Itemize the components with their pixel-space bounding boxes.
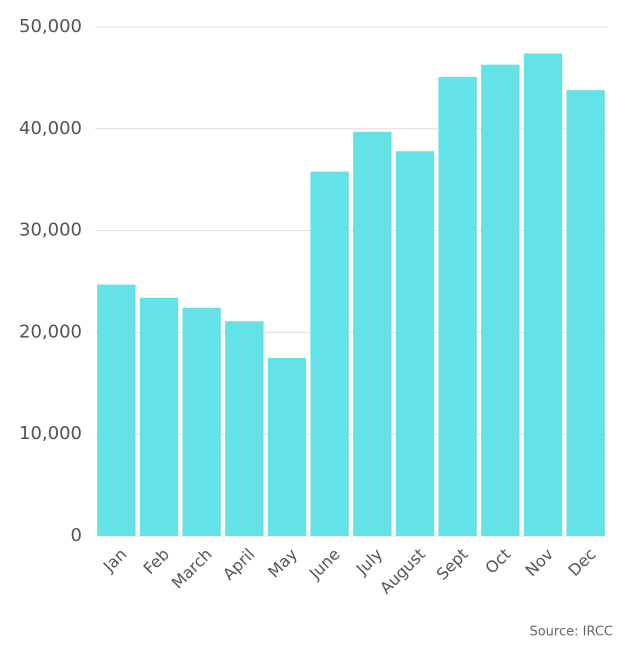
x-tick-label: July bbox=[352, 545, 386, 579]
x-tick-label: Oct bbox=[481, 545, 514, 578]
bar bbox=[225, 321, 264, 536]
x-tick-label: May bbox=[264, 545, 301, 582]
y-tick-label: 40,000 bbox=[19, 118, 82, 139]
x-tick-label: Feb bbox=[140, 545, 173, 578]
y-tick-label: 20,000 bbox=[19, 321, 82, 342]
bar bbox=[267, 357, 307, 536]
x-tick-label: August bbox=[376, 545, 429, 598]
bar bbox=[395, 151, 435, 537]
bar bbox=[481, 64, 520, 536]
bar bbox=[438, 76, 477, 536]
bar bbox=[139, 297, 179, 536]
bar bbox=[182, 307, 221, 536]
y-tick-label: 0 bbox=[71, 525, 82, 546]
x-tick-label: Dec bbox=[564, 545, 599, 580]
bar bbox=[353, 131, 392, 536]
bar bbox=[97, 284, 136, 536]
x-tick-label: Jan bbox=[99, 545, 131, 577]
bar bbox=[566, 90, 605, 536]
x-tick-label: March bbox=[168, 545, 216, 593]
bar bbox=[523, 53, 563, 537]
source-note: Source: IRCC bbox=[529, 625, 613, 640]
y-tick-label: 30,000 bbox=[19, 220, 82, 241]
x-tick-label: April bbox=[219, 545, 258, 584]
x-tick-label: Nov bbox=[521, 545, 557, 581]
y-tick-label: 50,000 bbox=[19, 16, 82, 37]
x-tick-label: Sept bbox=[432, 545, 471, 584]
y-tick-label: 10,000 bbox=[19, 423, 82, 444]
x-tick-label: June bbox=[305, 545, 344, 584]
bar bbox=[310, 171, 349, 536]
